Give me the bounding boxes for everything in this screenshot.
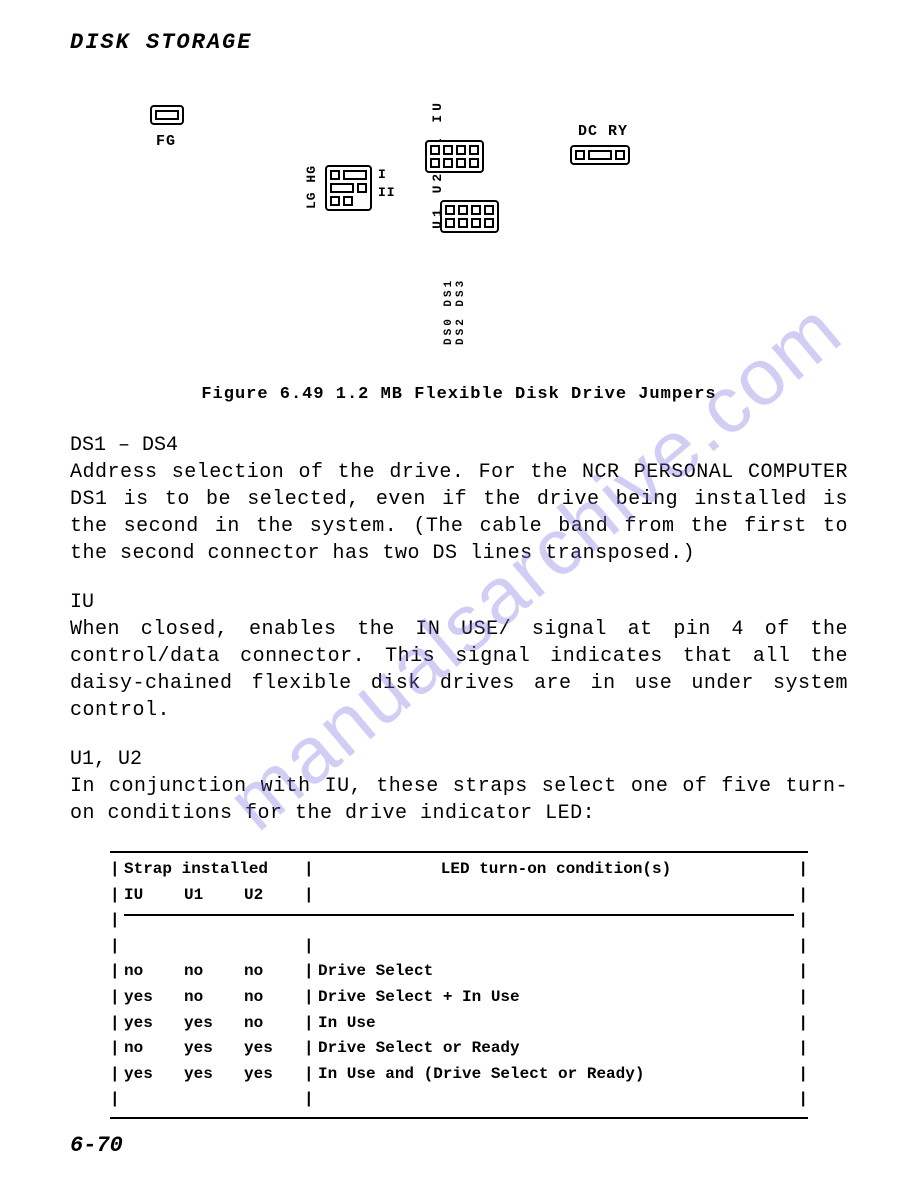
lghg-label: LG HG (304, 165, 319, 209)
table-row: |yesnono|Drive Select + In Use| (110, 985, 808, 1011)
table-row: |noyesyes|Drive Select or Ready| (110, 1036, 808, 1062)
i-label: I (378, 167, 387, 182)
table-sub-iu: IU (124, 883, 184, 909)
section-label-u1u2: U1, U2 (70, 748, 848, 771)
fg-label: FG (156, 133, 176, 150)
ii-label: II (378, 185, 396, 200)
fg-jumper (150, 105, 184, 125)
page-header: DISK STORAGE (70, 30, 848, 55)
jumper-diagram: FG DC RY U1 U2 HL IU LG HG I II DS0 DS1 … (150, 105, 848, 345)
table-sub-u1: U1 (184, 883, 244, 909)
section-text-ds: Address selection of the drive. For the … (70, 459, 848, 567)
table-header-cond: LED turn-on condition(s) (318, 857, 794, 883)
table-row: |nonono|Drive Select| (110, 959, 808, 985)
lghg-jumper (325, 165, 372, 211)
section-text-u1u2: In conjunction with IU, these straps sel… (70, 773, 848, 827)
ds-jumper-block (440, 200, 499, 233)
led-condition-table: | Strap installed | LED turn-on conditio… (110, 851, 808, 1119)
dcry-jumper (570, 145, 630, 165)
table-row: |yesyesno|In Use| (110, 1011, 808, 1037)
section-label-iu: IU (70, 591, 848, 614)
table-row: |yesyesyes|In Use and (Drive Select or R… (110, 1062, 808, 1088)
section-label-ds: DS1 – DS4 (70, 434, 848, 457)
figure-caption: Figure 6.49 1.2 MB Flexible Disk Drive J… (70, 385, 848, 404)
top-jumper-block (425, 140, 484, 173)
dcry-label: DC RY (578, 123, 628, 140)
page-number: 6-70 (70, 1133, 123, 1158)
table-header-strap: Strap installed (124, 857, 304, 883)
table-sub-u2: U2 (244, 883, 304, 909)
ds-labels: DS0 DS1 DS2 DS3 (443, 243, 467, 345)
section-text-iu: When closed, enables the IN USE/ signal … (70, 616, 848, 724)
